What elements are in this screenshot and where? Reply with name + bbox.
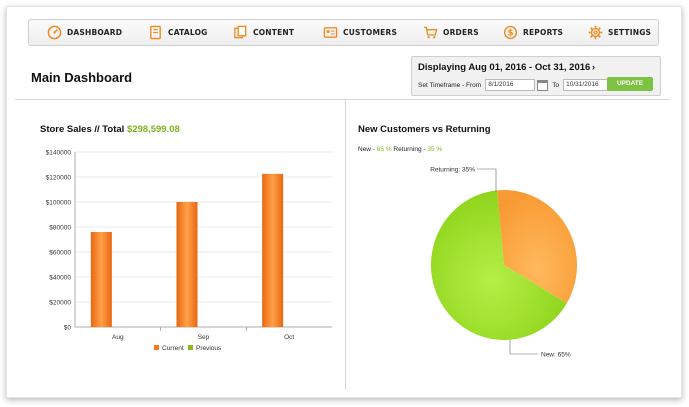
header-divider [15, 99, 670, 100]
nav-reports[interactable]: $ REPORTS [497, 20, 571, 45]
nav-catalog[interactable]: CATALOG [142, 20, 216, 45]
sales-total: $298,599.08 [126, 124, 180, 135]
nav-dashboard[interactable]: DASHBOARD [41, 20, 130, 45]
nav-label: CUSTOMERS [343, 28, 398, 37]
legend-label: Previous [196, 345, 222, 352]
y-tick-label: $20000 [49, 299, 71, 306]
legend-returning-label: Returning - [391, 146, 428, 153]
coin-icon: $ [503, 25, 518, 40]
bar-current [262, 173, 284, 327]
pie-slice-returning [497, 190, 578, 304]
bar-current [90, 232, 112, 327]
y-tick-label: $40000 [49, 274, 71, 281]
legend-label: Current [162, 345, 184, 352]
svg-text:$: $ [508, 28, 514, 38]
x-tick-label: Sep [198, 334, 210, 341]
chevron-right-icon[interactable]: › [592, 62, 595, 72]
pages-icon [233, 25, 248, 40]
update-button[interactable]: UPDATE [607, 77, 653, 91]
nav-label: CATALOG [168, 28, 208, 37]
nav-label: CONTENT [253, 28, 295, 37]
to-date-input[interactable]: 10/31/2016 [563, 79, 614, 91]
book-icon [148, 25, 163, 40]
speedometer-icon [47, 25, 62, 40]
calendar-icon[interactable] [537, 79, 549, 91]
page-title: Main Dashboard [31, 70, 133, 85]
y-tick-label: $120000 [46, 174, 72, 181]
x-tick-label: Oct [284, 334, 294, 341]
pie-label-new: New: 65% [541, 352, 571, 359]
legend-swatch [188, 345, 193, 350]
pie-slice-new [431, 190, 567, 340]
leader-line [477, 168, 497, 192]
nav-settings[interactable]: SETTINGS [582, 20, 659, 45]
nav-customers[interactable]: CUSTOMERS [317, 20, 405, 45]
nav-orders[interactable]: ORDERS [417, 20, 487, 45]
y-tick-label: $60000 [49, 249, 71, 256]
cart-icon [423, 25, 438, 40]
x-tick-label: Aug [112, 334, 124, 341]
legend-new-label: New - [358, 146, 377, 153]
panel-divider [345, 100, 346, 390]
nav-label: DASHBOARD [67, 28, 123, 37]
customers-title: New Customers vs Returning [358, 124, 491, 135]
nav-content[interactable]: CONTENT [227, 20, 302, 45]
bar-current [176, 202, 198, 327]
nav-label: REPORTS [523, 28, 564, 37]
from-date-input[interactable]: 8/1/2016 [485, 79, 536, 91]
pie-label-returning: Returning: 35% [430, 167, 475, 174]
legend-new-pct: 65 % [376, 146, 392, 153]
customers-legend: New - 65 % Returning - 35 % [358, 146, 442, 153]
sales-title-text: Store Sales // Total [40, 124, 125, 135]
y-tick-label: $140000 [46, 149, 72, 156]
legend-returning-pct: 35 % [427, 146, 443, 153]
timeframe-label: Set Timeframe - From [418, 81, 482, 89]
leader-line [509, 340, 538, 355]
y-tick-label: $80000 [49, 224, 71, 231]
y-tick-label: $0 [64, 324, 72, 331]
id-card-icon [323, 25, 338, 40]
nav-label: SETTINGS [608, 28, 652, 37]
main-nav: DASHBOARD CATALOG CONTENT CUSTOMERS ORDERS $ R… [28, 19, 659, 46]
displaying-range: Displaying Aug 01, 2016 - Oct 31, 2016 [418, 62, 591, 73]
sales-title: Store Sales // Total $298,599.08 [40, 124, 180, 135]
gear-icon [588, 25, 603, 40]
nav-label: ORDERS [443, 28, 479, 37]
timeframe-box: Displaying Aug 01, 2016 - Oct 31, 2016 ›… [411, 56, 661, 96]
legend-swatch [154, 345, 159, 350]
to-label: To [552, 81, 560, 89]
y-tick-label: $100000 [46, 199, 72, 206]
